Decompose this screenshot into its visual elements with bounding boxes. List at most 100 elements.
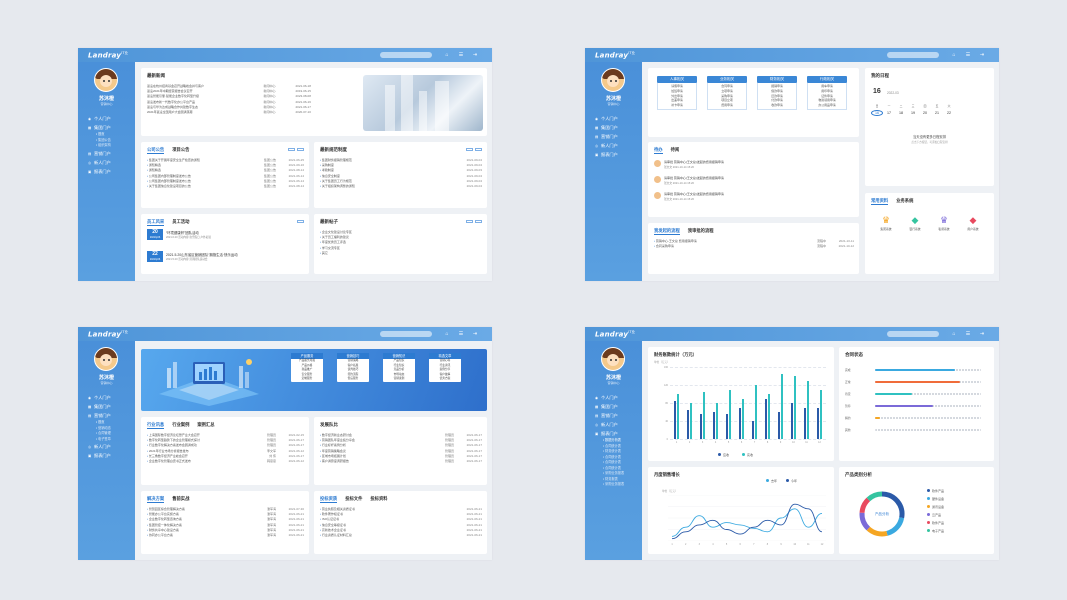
event-title[interactable]: “环境健康杯”团队活动 [166, 231, 199, 235]
list-item[interactable]: 蓝凌智能引擎·赋能企业数字化转型升级 新闻中心 2023-08-08 [147, 94, 335, 99]
bell-icon[interactable]: ⌂ [952, 51, 956, 58]
sidebar-subitem[interactable]: ▪ 营销动态 [96, 425, 111, 430]
list-item[interactable]: 2021年蓝凌全国用户大会圆满落幕 新闻中心 2020-07-10 [147, 110, 335, 115]
avatar[interactable] [94, 68, 118, 92]
calendar-day[interactable]: 17 [887, 111, 891, 115]
list-item[interactable]: 关于组织架构调整的通知 2021-09-04 [320, 184, 482, 189]
list-item[interactable]: 营销中心-王文总 费用报销申请 流程中 2021-10-11 [654, 239, 854, 244]
tab[interactable]: 我审批的流程 [687, 228, 714, 233]
banner-link[interactable]: 优秀方案 [439, 377, 451, 381]
list-item[interactable]: 客户满意度调研报告 管理员 2021-06-17 [320, 459, 482, 464]
bell-icon[interactable]: ⌂ [952, 330, 956, 337]
banner-link[interactable]: 市场动态 [393, 372, 405, 376]
sidebar-item[interactable]: ▤ 营销门户 [595, 411, 641, 420]
calendar-day[interactable]: 19 [911, 111, 915, 115]
apply-link[interactable]: 立项申请 [721, 88, 733, 93]
tab[interactable]: 业务系统 [896, 198, 914, 203]
tab[interactable]: 投标文件 [345, 496, 363, 501]
list-item[interactable]: 集团管控一体化解决方案 潘军海 2021-06-21 [147, 523, 304, 528]
banner-link[interactable]: 售后服务 [347, 377, 359, 381]
more-icon[interactable] [464, 147, 482, 152]
apply-link[interactable]: 项目立项 [721, 98, 733, 103]
list-item[interactable]: 上海国际数字经济论坛暨产业大会召开 管理员 2021-02-15 [147, 433, 304, 438]
banner-link[interactable]: 安全服务 [301, 372, 313, 376]
sidebar-item[interactable]: ◉ 个人门户 [595, 114, 641, 123]
list-item[interactable]: ISO认证证书 2021-06-21 [320, 517, 482, 522]
banner-link[interactable]: 签约流程 [347, 372, 359, 376]
banner-link[interactable]: 定制服务 [301, 377, 313, 381]
bids-tabs[interactable]: 投标资质 投标文件 投标资料 [320, 496, 396, 503]
apply-link[interactable]: 用印申请 [821, 88, 833, 93]
sidebar-item[interactable]: ▣ 报表门户 [88, 167, 134, 176]
calendar-day[interactable]: 16 [871, 110, 883, 116]
sidebar-item[interactable]: ▦ 集团门户 [88, 123, 134, 132]
todo-item[interactable]: 请审批 营销中心(王文总)发起的费用报销申请 张文文 2021-10-14 15:… [654, 191, 853, 203]
tab[interactable]: 投标资料 [370, 496, 388, 501]
sidebar-item[interactable]: ▣ 报表门户 [88, 451, 134, 460]
sidebar-subitem[interactable]: ▪ 合同统计表 [603, 465, 621, 470]
list-item[interactable]: 蓝凌2021年中期经营报告会议召开 新闻中心 2019-06-15 [147, 89, 335, 94]
apply-link[interactable]: 收款申请 [771, 103, 783, 108]
list-item[interactable]: 2021年行业市场分析报告发布 李文军 2021-06-12 [147, 449, 304, 454]
sidebar-subitem[interactable]: ▪ 财务统计表 [603, 449, 621, 453]
apply-link[interactable]: 还款申请 [771, 93, 783, 98]
apply-link[interactable]: 合同申请 [721, 84, 733, 88]
list-item[interactable]: 数字化转型趋势下的企业管理模式探讨 管理员 2021-06-17 [147, 438, 304, 443]
sidebar-item[interactable]: ◉ 个人门户 [88, 393, 134, 402]
banner-link[interactable]: 营销策略 [347, 359, 359, 362]
sidebar-item[interactable]: ◎ 新人门户 [88, 442, 134, 451]
sidebar-item[interactable]: ▤ 营销门户 [595, 132, 641, 141]
banner-link[interactable]: 营销案例 [393, 377, 405, 381]
list-item[interactable]: 蓝凌发布新一代数字化办公平台产品 新闻中心 2021-06-16 [147, 100, 335, 105]
apply-link[interactable]: 用车申请 [821, 84, 833, 88]
menu-icon[interactable]: ☰ [965, 51, 971, 58]
list-item[interactable]: 集团财务报销管理规范 2021-09-04 [320, 158, 482, 163]
more-icon[interactable] [295, 219, 304, 224]
staff-tabs[interactable]: 员工风采 员工活动 [147, 219, 197, 226]
list-item[interactable]: 营业执照及相关资质证书 2021-06-21 [320, 507, 482, 512]
apply-link[interactable]: 办公用品申请 [818, 103, 836, 108]
banner-link[interactable]: 营销心得 [439, 359, 451, 362]
sidebar-subitem[interactable]: ▪ 采购业务报表 [603, 471, 625, 475]
bell-icon[interactable]: ⌂ [445, 330, 449, 337]
apply-link[interactable]: 出差申请 [671, 98, 683, 103]
sidebar-subitem[interactable]: ▪ 合同统计表 [603, 454, 621, 459]
tab[interactable]: 待阅 [670, 147, 680, 152]
menu-icon[interactable]: ☰ [458, 330, 464, 337]
list-item[interactable]: 年度优秀员工评选 [320, 240, 482, 245]
sidebar-subitem[interactable]: ▪ 首页 [96, 132, 105, 136]
list-item[interactable]: 公司集团内部管理制度发布公告 集团公告 2021-06-14 [147, 174, 304, 179]
apply-link[interactable]: 请假申请 [671, 84, 683, 88]
more-icon[interactable] [286, 147, 304, 152]
todo-item[interactable]: 请审批 营销中心(王文总)发起的费用报销申请 张文文 2021-10-14 15:… [654, 175, 853, 187]
apply-link[interactable]: 采购申请 [721, 93, 733, 98]
more-icon[interactable] [464, 219, 482, 224]
menu-icon[interactable]: ☰ [965, 330, 971, 337]
list-item[interactable]: 软件著作权证书 2021-06-21 [320, 512, 482, 517]
avatar[interactable] [94, 347, 118, 371]
list-item[interactable]: 关于集团员工行为规范 2021-09-04 [320, 179, 482, 184]
tab[interactable]: 售前实战 [172, 496, 190, 501]
list-item[interactable]: 行业数字化解决方案发布会圆满成功 管理员 2021-06-17 [147, 443, 304, 448]
list-item[interactable]: 行业资质认证材料汇总 2021-06-21 [320, 533, 482, 538]
search-input[interactable] [380, 331, 432, 337]
company-tabs[interactable]: 公司公告 项目公告 [147, 147, 197, 154]
flow-tabs[interactable]: 我发起的流程 我审批的流程 [654, 228, 722, 235]
list-item[interactable]: 采购制度 2021-09-04 [320, 163, 482, 168]
list-item[interactable]: 通知精选 集团公告 2021-09-16 [147, 163, 304, 168]
sidebar-item[interactable]: ▦ 集团门户 [595, 402, 641, 411]
sidebar-subitem[interactable]: ▪ 首页 [96, 420, 105, 424]
sidebar-item[interactable]: ▦ 集团门户 [88, 402, 134, 411]
sidebar-item[interactable]: ▣ 报表门户 [595, 429, 641, 438]
list-item[interactable]: 企业文化建设讨论专区 [320, 230, 482, 235]
sidebar-subitem[interactable]: ▪ 采购业务报表 [603, 482, 625, 486]
apply-group-title[interactable]: 行政相关 [807, 76, 847, 83]
sidebar-subitem[interactable]: ▪ 集团公告 [96, 137, 111, 142]
banner-link[interactable]: 案例分享 [439, 368, 451, 372]
calendar-day[interactable]: 21 [935, 111, 939, 115]
list-item[interactable]: 学习交流专区 [320, 246, 482, 251]
apply-link[interactable]: 补卡申请 [671, 103, 683, 108]
logout-icon[interactable]: ⇥ [979, 51, 985, 58]
tab[interactable]: 解决方案 [147, 496, 165, 503]
sidebar-subitem[interactable]: ▪ 电子签章 [96, 436, 111, 441]
